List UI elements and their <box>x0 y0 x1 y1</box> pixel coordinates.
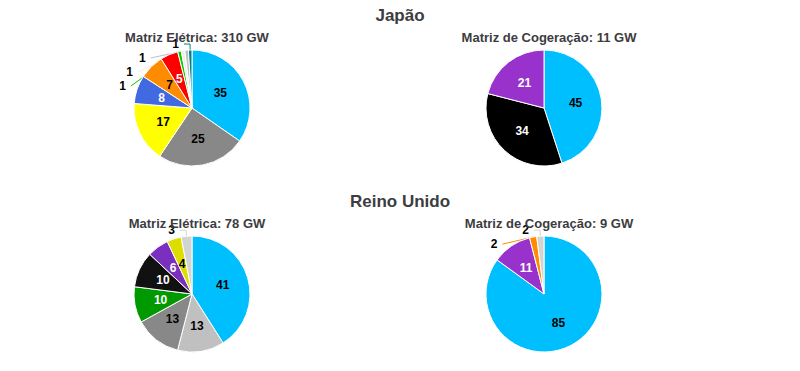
svg-text:17: 17 <box>157 115 171 129</box>
svg-text:2: 2 <box>491 237 498 251</box>
svg-text:85: 85 <box>552 316 566 330</box>
svg-text:10: 10 <box>156 273 170 287</box>
svg-text:5: 5 <box>176 72 183 86</box>
svg-text:Japão: Japão <box>375 6 424 25</box>
svg-text:Matriz de Cogeração: 11 GW: Matriz de Cogeração: 11 GW <box>462 30 638 45</box>
svg-text:7: 7 <box>166 78 173 92</box>
svg-text:21: 21 <box>518 76 532 90</box>
svg-text:11: 11 <box>520 261 533 275</box>
svg-text:45: 45 <box>569 96 583 110</box>
svg-text:25: 25 <box>191 132 205 146</box>
svg-text:10: 10 <box>154 293 168 307</box>
svg-text:6: 6 <box>170 261 177 275</box>
svg-text:1: 1 <box>119 79 126 93</box>
svg-text:Reino Unido: Reino Unido <box>350 192 450 211</box>
svg-text:Matriz Elétrica: 78 GW: Matriz Elétrica: 78 GW <box>129 216 266 231</box>
svg-text:41: 41 <box>216 278 230 292</box>
svg-text:1: 1 <box>139 51 146 65</box>
svg-text:1: 1 <box>126 65 133 79</box>
svg-text:13: 13 <box>166 312 180 326</box>
svg-text:8: 8 <box>158 91 165 105</box>
svg-text:13: 13 <box>190 319 204 333</box>
svg-text:35: 35 <box>214 86 228 100</box>
svg-text:4: 4 <box>179 257 186 271</box>
svg-text:34: 34 <box>515 124 529 138</box>
svg-text:Matriz Elétrica: 310 GW: Matriz Elétrica: 310 GW <box>125 30 269 45</box>
svg-text:Matriz de Cogeração: 9 GW: Matriz de Cogeração: 9 GW <box>465 216 634 231</box>
